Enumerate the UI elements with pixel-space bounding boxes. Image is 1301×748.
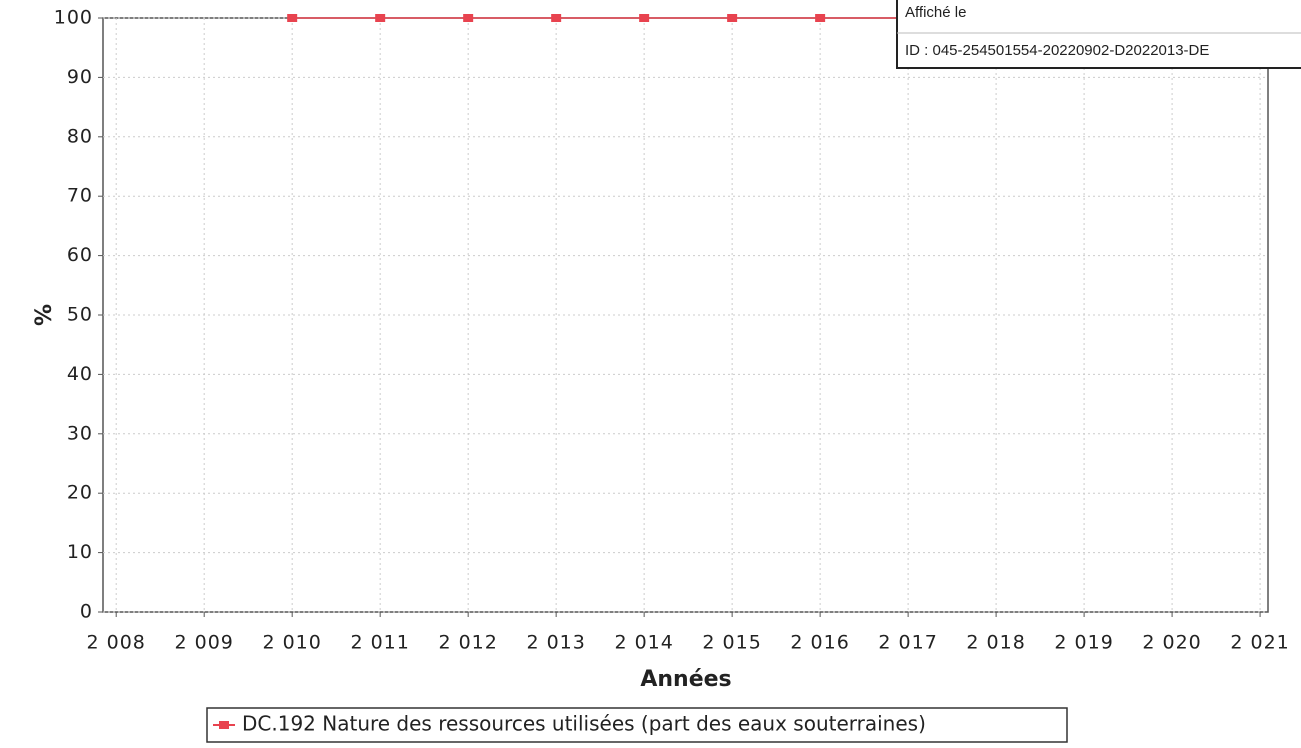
x-tick-label: 2 017 — [878, 632, 937, 654]
y-tick-label: 10 — [67, 541, 93, 563]
point — [551, 14, 562, 22]
legend-marker — [219, 721, 229, 729]
x-tick-label: 2 018 — [966, 632, 1025, 654]
x-tick-label: 2 016 — [790, 632, 849, 654]
x-tick-label: 2 021 — [1230, 632, 1289, 654]
x-axis-label: Années — [640, 667, 731, 692]
y-tick-label: 40 — [67, 363, 93, 385]
x-tick-label: 2 014 — [614, 632, 673, 654]
x-tick-label: 2 008 — [86, 632, 145, 654]
y-tick-label: 70 — [67, 185, 93, 207]
stamp: Affiché le ID : 045-254501554-20220902-D… — [896, 0, 1301, 69]
stamp-box — [896, 0, 1301, 69]
point — [287, 14, 298, 22]
stamp-text: Affiché le — [905, 4, 966, 21]
point — [815, 14, 826, 22]
x-tick-label: 2 019 — [1054, 632, 1113, 654]
y-tick-label: 90 — [67, 66, 93, 88]
x-tick-label: 2 013 — [526, 632, 585, 654]
y-tick-label: 60 — [67, 244, 93, 266]
point — [463, 14, 474, 22]
y-tick-label: 100 — [54, 7, 93, 29]
y-tick-label: 80 — [67, 125, 93, 147]
point — [727, 14, 738, 22]
legend — [206, 707, 1068, 743]
x-tick-label: 2 015 — [702, 632, 761, 654]
y-tick-label: 50 — [67, 304, 93, 326]
legend-label: DC.192 Nature des ressources utilisées (… — [242, 712, 926, 736]
x-tick-label: 2 009 — [174, 632, 233, 654]
x-tick-label: 2 020 — [1142, 632, 1201, 654]
y-tick-label: 0 — [80, 601, 93, 623]
y-axis-label: % — [32, 304, 57, 326]
x-tick-label: 2 010 — [262, 632, 321, 654]
point — [375, 14, 386, 22]
x-tick-label: 2 012 — [438, 632, 497, 654]
y-tick-label: 30 — [67, 422, 93, 444]
y-tick-label: 20 — [67, 482, 93, 504]
point — [639, 14, 650, 22]
stamp-text: ID : 045-254501554-20220902-D2022013-DE — [905, 42, 1209, 59]
x-tick-label: 2 011 — [350, 632, 409, 654]
